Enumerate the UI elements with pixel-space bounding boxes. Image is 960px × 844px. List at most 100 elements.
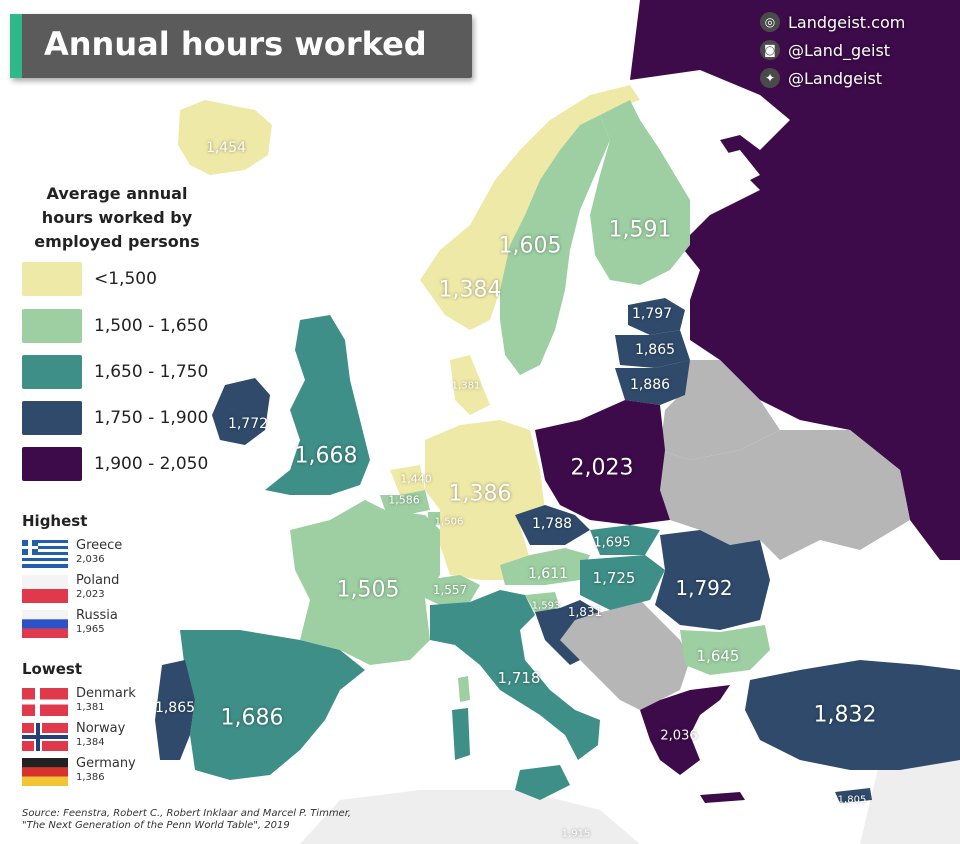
- instagram-icon: ◙: [760, 40, 780, 60]
- rank-country-value: 1,384: [76, 737, 105, 748]
- region-slovenia: [525, 592, 560, 612]
- twitter-icon: ✦: [760, 68, 780, 88]
- label-netherlands: 1,440: [400, 472, 432, 486]
- region-corsica: [458, 676, 470, 702]
- label-cyprus: 1,805: [837, 794, 867, 806]
- source-note: Source: Feenstra, Robert C., Robert Inkl…: [22, 808, 351, 832]
- label-austria: 1,611: [527, 566, 569, 582]
- region-balkans-nodata: [560, 600, 690, 710]
- label-luxembourg: 1,506: [434, 516, 464, 528]
- page-title: Annual hours worked: [44, 25, 427, 63]
- region-norway: [420, 85, 640, 330]
- label-czechia: 1,788: [531, 516, 573, 532]
- rank-country-name: Poland: [76, 573, 120, 588]
- region-finland: [590, 100, 690, 285]
- label-italy: 1,718: [497, 669, 541, 687]
- social-row-instagram[interactable]: ◙ @Land_geist: [760, 38, 955, 62]
- rank-country-value: 2,023: [76, 589, 105, 600]
- legend-item-1650-1750: 1,650 - 1,750: [22, 355, 222, 389]
- label-croatia: 1,831: [567, 605, 603, 619]
- north-africa-region: [300, 790, 640, 844]
- label-poland: 2,023: [570, 455, 634, 481]
- region-croatia: [535, 600, 600, 665]
- social-row-twitter[interactable]: ✦ @Landgeist: [760, 66, 955, 90]
- legend-swatch: [22, 262, 82, 296]
- region-portugal: [155, 660, 195, 760]
- rank-country-name: Denmark: [76, 686, 136, 701]
- label-belgium: 1,586: [388, 493, 420, 507]
- legend-label: 1,750 - 1,900: [94, 408, 209, 428]
- region-latvia: [615, 330, 690, 368]
- greece-flag-icon: [22, 540, 68, 568]
- region-denmark: [450, 355, 490, 415]
- legend-item-under-1500: <1,500: [22, 262, 222, 296]
- region-ukraine: [660, 430, 910, 560]
- legend-swatch: [22, 447, 82, 481]
- social-row-website[interactable]: ◎ Landgeist.com: [760, 10, 955, 34]
- region-uk: [265, 315, 370, 495]
- region-sicily: [515, 765, 570, 800]
- rank-country-name: Germany: [76, 756, 136, 771]
- region-hungary: [580, 555, 665, 610]
- region-bulgaria: [680, 625, 770, 675]
- source-line: Source: Feenstra, Robert C., Robert Inkl…: [22, 808, 352, 819]
- legend-swatch: [22, 309, 82, 343]
- label-estonia: 1,797: [631, 306, 673, 322]
- social-links: ◎ Landgeist.com ◙ @Land_geist ✦ @Landgei…: [760, 10, 955, 94]
- source-line: "The Next Generation of the Penn World T…: [22, 820, 290, 831]
- legend-label: 1,900 - 2,050: [94, 454, 209, 474]
- highest-item-greece: Greece 2,036: [22, 538, 162, 570]
- label-germany: 1,386: [448, 481, 512, 507]
- region-estonia: [628, 298, 685, 335]
- region-turkey: [745, 660, 960, 770]
- legend-item-1900-2050: 1,900 - 2,050: [22, 447, 222, 481]
- label-slovakia: 1,695: [593, 535, 631, 551]
- region-greece: [640, 685, 730, 775]
- label-finland: 1,591: [608, 217, 672, 243]
- region-austria: [500, 548, 590, 585]
- region-crete: [700, 792, 745, 803]
- region-poland: [535, 400, 670, 525]
- label-denmark: 1,381: [451, 380, 481, 392]
- legend-item-1500-1650: 1,500 - 1,650: [22, 309, 222, 343]
- region-romania: [655, 530, 770, 630]
- legend-label: 1,650 - 1,750: [94, 362, 209, 382]
- rank-country-value: 1,965: [76, 624, 105, 635]
- lowest-item-norway: Norway 1,384: [22, 721, 162, 753]
- highest-item-russia: Russia 1,965: [22, 608, 162, 640]
- label-latvia: 1,865: [634, 342, 676, 358]
- title-accent-bar: [10, 14, 22, 78]
- legend-swatch: [22, 355, 82, 389]
- label-iceland: 1,454: [205, 140, 247, 156]
- region-italy: [430, 590, 600, 760]
- rank-country-name: Norway: [76, 721, 126, 736]
- social-instagram-text: @Land_geist: [788, 40, 891, 60]
- region-lithuania: [615, 360, 690, 405]
- region-france: [290, 500, 440, 665]
- lowest-item-germany: Germany 1,386: [22, 756, 162, 788]
- region-ireland: [212, 378, 270, 445]
- lowest-item-denmark: Denmark 1,381: [22, 686, 162, 718]
- legend-title-line: hours worked by: [41, 208, 193, 227]
- label-ireland: 1,772: [227, 416, 269, 432]
- region-switzerland: [425, 575, 480, 605]
- norway-flag-icon: [22, 723, 68, 751]
- legend-label: 1,500 - 1,650: [94, 316, 209, 336]
- rank-country-value: 1,381: [76, 702, 105, 713]
- white-sea: [700, 150, 760, 190]
- label-hungary: 1,725: [592, 569, 636, 587]
- region-russia: [630, 0, 960, 560]
- label-turkey: 1,832: [813, 702, 877, 728]
- label-romania: 1,792: [675, 576, 733, 600]
- region-sardinia: [452, 708, 470, 760]
- russia-flag-icon: [22, 610, 68, 638]
- lowest-heading: Lowest: [22, 660, 82, 678]
- region-belgium: [380, 490, 430, 515]
- highest-heading: Highest: [22, 512, 88, 530]
- label-lithuania: 1,886: [629, 377, 671, 393]
- region-sweden: [500, 115, 610, 375]
- rank-country-name: Greece: [76, 538, 123, 553]
- title-banner: Annual hours worked: [10, 14, 472, 78]
- legend-swatch: [22, 401, 82, 435]
- label-slovenia: 1,593: [531, 600, 561, 612]
